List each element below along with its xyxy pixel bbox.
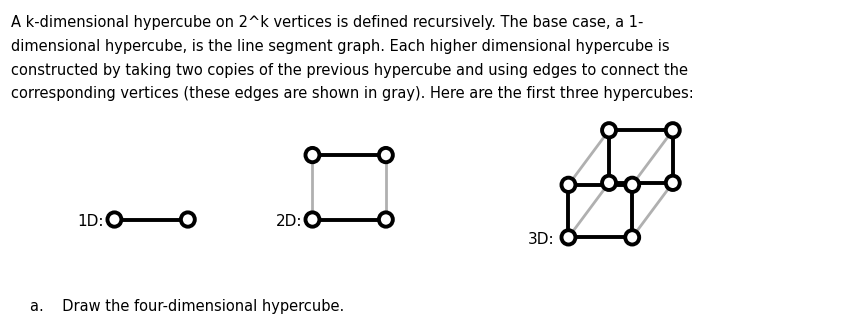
- Circle shape: [379, 212, 393, 227]
- Circle shape: [666, 176, 680, 190]
- Text: corresponding vertices (these edges are shown in gray). Here are the first three: corresponding vertices (these edges are …: [11, 87, 694, 101]
- Text: 2D:: 2D:: [276, 214, 303, 229]
- Text: 1D:: 1D:: [78, 214, 105, 229]
- Circle shape: [626, 178, 639, 192]
- Circle shape: [305, 212, 320, 227]
- Text: constructed by taking two copies of the previous hypercube and using edges to co: constructed by taking two copies of the …: [11, 63, 688, 78]
- Circle shape: [666, 123, 680, 137]
- Circle shape: [626, 230, 639, 245]
- Text: A k-dimensional hypercube on 2^k vertices is defined recursively. The base case,: A k-dimensional hypercube on 2^k vertice…: [11, 15, 644, 30]
- Circle shape: [561, 178, 575, 192]
- Circle shape: [561, 230, 575, 245]
- Circle shape: [602, 123, 616, 137]
- Circle shape: [602, 176, 616, 190]
- Text: a.    Draw the four-dimensional hypercube.: a. Draw the four-dimensional hypercube.: [30, 299, 345, 314]
- Text: 3D:: 3D:: [528, 232, 554, 247]
- Circle shape: [305, 148, 320, 162]
- Circle shape: [379, 148, 393, 162]
- Circle shape: [181, 212, 195, 227]
- Text: dimensional hypercube, is the line segment graph. Each higher dimensional hyperc: dimensional hypercube, is the line segme…: [11, 39, 669, 54]
- Circle shape: [107, 212, 122, 227]
